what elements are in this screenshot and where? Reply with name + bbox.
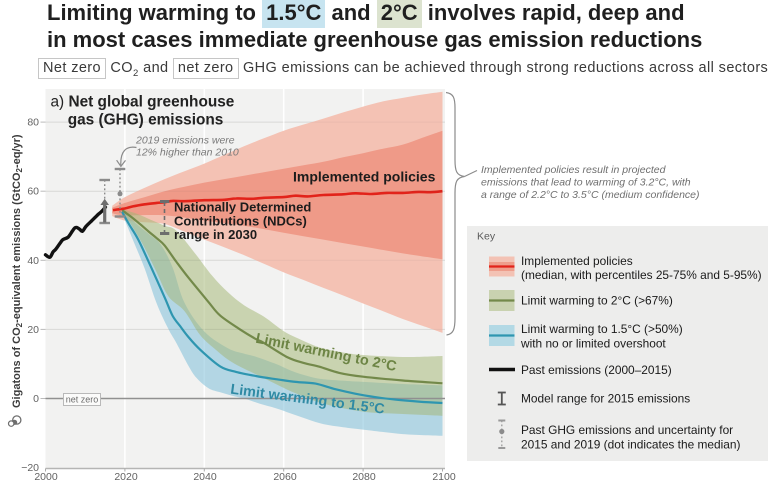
svg-text:a range of 2.2°C to 3.5°C (med: a range of 2.2°C to 3.5°C (medium confid…	[481, 189, 700, 201]
svg-text:2019 emissions were: 2019 emissions were	[135, 135, 235, 147]
svg-text:range in 2030: range in 2030	[174, 227, 257, 242]
svg-text:0: 0	[33, 393, 39, 405]
svg-text:Implemented policies result in: Implemented policies result in projected	[481, 164, 667, 176]
svg-text:gas (GHG) emissions: gas (GHG) emissions	[68, 112, 224, 129]
svg-text:12% higher than 2010: 12% higher than 2010	[136, 147, 239, 159]
svg-text:2060: 2060	[273, 471, 297, 482]
svg-text:Gigatons of CO2-equivalent emi: Gigatons of CO2-equivalent emissions (Gt…	[11, 134, 24, 408]
svg-text:−20: −20	[21, 462, 39, 474]
svg-text:Limit warming to 1.5°C (>50%): Limit warming to 1.5°C (>50%)	[521, 322, 683, 336]
svg-text:Nationally Determined: Nationally Determined	[174, 200, 311, 215]
svg-text:2040: 2040	[193, 471, 217, 482]
svg-text:Implemented policies: Implemented policies	[293, 169, 436, 185]
svg-text:net zero: net zero	[66, 395, 99, 405]
svg-text:Key: Key	[477, 231, 496, 243]
svg-text:80: 80	[27, 117, 39, 129]
svg-text:2080: 2080	[352, 471, 376, 482]
svg-text:Contributions (NDCs): Contributions (NDCs)	[174, 213, 307, 228]
svg-text:a) Net global greenhouse: a) Net global greenhouse	[51, 94, 235, 111]
svg-text:2020: 2020	[114, 471, 138, 482]
svg-text:40: 40	[27, 255, 39, 267]
svg-text:Limit warming to 2°C (>67%): Limit warming to 2°C (>67%)	[521, 294, 673, 308]
svg-text:Implemented policies: Implemented policies	[521, 254, 633, 268]
svg-text:with no or limited overshoot: with no or limited overshoot	[520, 337, 666, 351]
svg-text:2100: 2100	[432, 471, 456, 482]
svg-text:emissions that lead to warming: emissions that lead to warming of 3.2°C,…	[481, 177, 691, 189]
svg-text:2015 and 2019 (dot indicates t: 2015 and 2019 (dot indicates the median)	[521, 438, 741, 452]
svg-text:Past emissions (2000–2015): Past emissions (2000–2015)	[521, 363, 672, 377]
svg-text:(median, with percentiles 25-7: (median, with percentiles 25-75% and 5-9…	[521, 268, 762, 282]
svg-text:20: 20	[27, 324, 39, 336]
svg-text:2000: 2000	[34, 471, 58, 482]
svg-text:60: 60	[27, 186, 39, 198]
svg-text:Model range for 2015 emissions: Model range for 2015 emissions	[521, 392, 690, 406]
svg-text:Past GHG emissions and uncerta: Past GHG emissions and uncertainty for	[521, 423, 733, 437]
